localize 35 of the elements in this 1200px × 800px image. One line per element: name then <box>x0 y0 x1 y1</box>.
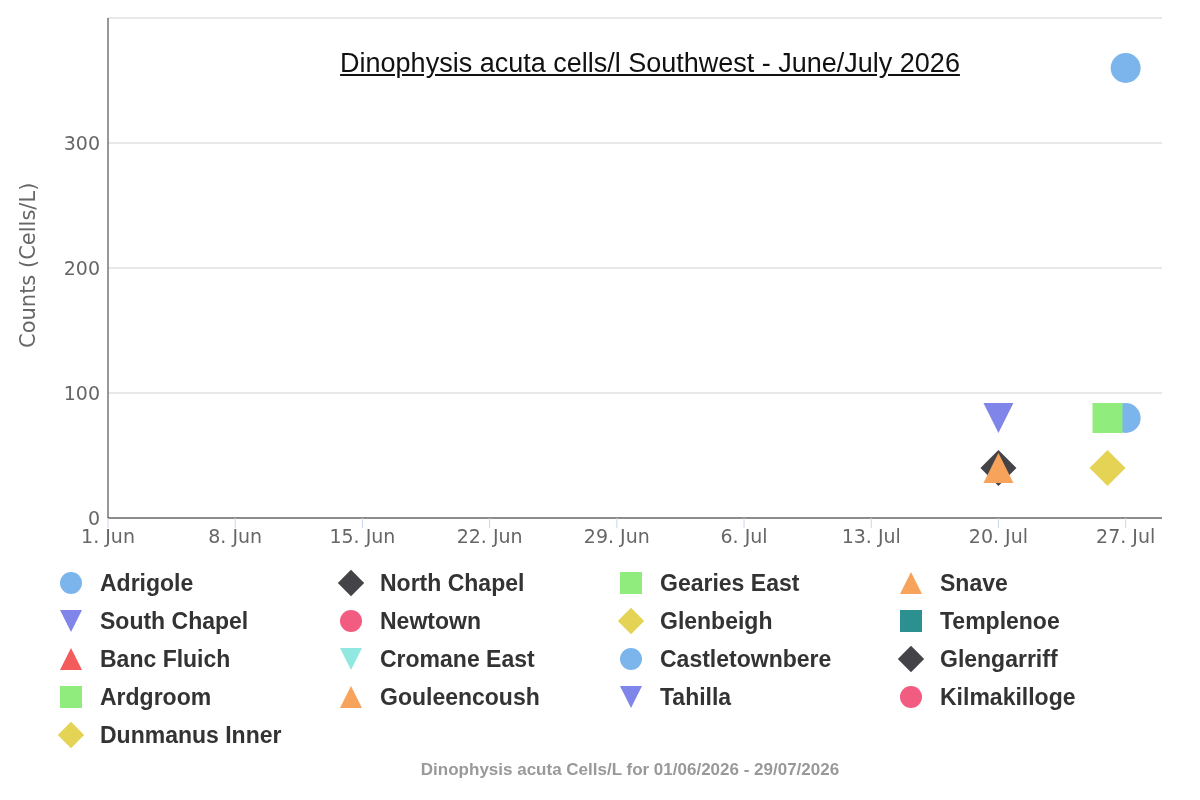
legend-label: North Chapel <box>380 569 525 597</box>
x-tick-label: 6. Jul <box>720 525 768 548</box>
legend-label: South Chapel <box>100 607 249 635</box>
point <box>983 403 1014 433</box>
legend-label: Banc Fluich <box>100 645 231 673</box>
legend-label: Newtown <box>380 607 481 635</box>
legend-label: Ardgroom <box>100 683 212 711</box>
x-tick-label: 15. Jun <box>329 525 396 548</box>
x-tick-label: 22. Jun <box>456 525 523 548</box>
y-tick-label: 100 <box>63 381 100 404</box>
x-tick-label: 8. Jun <box>208 525 263 548</box>
legend-label: Tahilla <box>660 683 732 711</box>
x-tick-label: 13. Jul <box>841 525 901 548</box>
x-tick-label: 29. Jun <box>583 525 650 548</box>
y-tick-label: 200 <box>63 256 100 279</box>
point <box>1110 53 1141 83</box>
y-axis-title: Counts (Cells/L) <box>16 182 41 348</box>
legend-label: Cromane East <box>380 645 535 673</box>
text: Dinophysis acuta cells/l Southwest - June/July 2026 <box>339 48 961 79</box>
legend-label: Castletownbere <box>660 645 832 673</box>
legend-label: Kilmakilloge <box>940 683 1076 711</box>
legend-label: Adrigole <box>100 569 194 597</box>
y-tick-label: 300 <box>63 131 100 154</box>
point <box>1092 403 1123 433</box>
legend-label: Glengarriff <box>940 645 1058 673</box>
legend-label: Gearies East <box>660 569 800 597</box>
x-tick-label: 27. Jul <box>1096 525 1156 548</box>
legend-label: Gouleencoush <box>380 683 540 711</box>
x-tick-label: 20. Jul <box>968 525 1029 548</box>
legend-label: Glenbeigh <box>660 607 773 635</box>
text: Dinophysis acuta Cells/L for 01/06/2026 - 29/07/2026 <box>419 760 841 780</box>
legend-label: Templenoe <box>940 607 1060 635</box>
point <box>1089 450 1126 486</box>
legend-label: Dunmanus Inner <box>100 721 282 749</box>
legend-label: Snave <box>940 569 1008 597</box>
